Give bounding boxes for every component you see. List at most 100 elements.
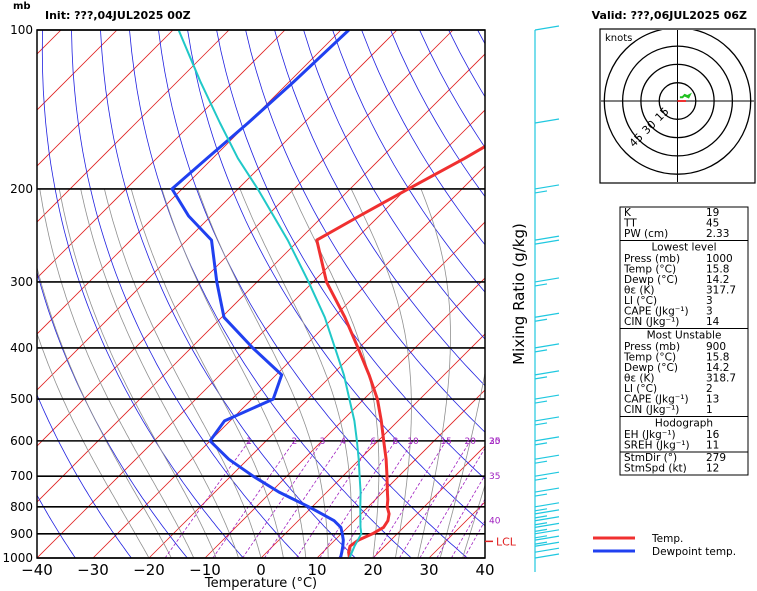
indices-label: CIN (Jkg⁻¹)	[624, 404, 679, 416]
isotherm-line	[148, 221, 485, 558]
wind-barb	[534, 370, 560, 376]
isotherm-line	[204, 277, 485, 558]
isotherm-line	[37, 30, 398, 391]
parcel-line	[177, 30, 363, 558]
dry-adiabat-line	[37, 494, 76, 558]
isotherm-line	[92, 165, 485, 558]
indices-label: TT	[623, 218, 637, 230]
wind-barb-half	[534, 522, 548, 526]
dry-adiabat-line	[187, 30, 485, 527]
pressure-tick-label: 500	[10, 392, 33, 406]
pressure-tick-label: 200	[10, 182, 33, 196]
moist-adiabat-line	[58, 188, 217, 558]
indices-label: LI (°C)	[624, 295, 657, 307]
indices-value: 15.8	[706, 264, 729, 276]
indices-box	[619, 451, 749, 476]
indices-label: SREH (Jkg⁻¹)	[624, 440, 690, 452]
indices-value: 279	[706, 452, 726, 464]
x-axis-label: Temperature (°C)	[204, 576, 317, 591]
wind-barb	[534, 516, 560, 522]
mixing-ratio-label: 6	[370, 437, 376, 447]
indices-label: Press (mb)	[624, 253, 680, 265]
isotherm-line	[37, 109, 485, 558]
indices-value: 15.8	[706, 352, 729, 364]
pressure-tick-label: 600	[10, 434, 33, 448]
mixing-ratio-label: 15	[440, 437, 451, 447]
indices-section-title: Most Unstable	[647, 330, 722, 342]
mixing-ratio-label: 4	[340, 437, 346, 447]
wind-barb	[534, 312, 560, 318]
mixing-ratio-label: 8	[392, 437, 398, 447]
temperature-tick-label: 40	[475, 561, 494, 579]
indices-value: 900	[706, 341, 726, 353]
wind-barb	[534, 522, 560, 528]
indices-value: 13	[706, 394, 719, 406]
temperature-tick-label: −10	[189, 561, 221, 579]
isotherm-line	[37, 30, 174, 167]
mixing-ratio-line	[419, 447, 485, 558]
indices-label: PW (cm)	[624, 228, 668, 240]
indices-label: θε (K)	[624, 285, 655, 297]
dry-adiabat-line	[274, 30, 485, 387]
isotherm-line	[372, 445, 485, 558]
wind-barb-half	[534, 318, 548, 322]
indices-label: K	[624, 207, 632, 219]
temperature-tick-label: 20	[363, 561, 382, 579]
wind-barb	[534, 416, 560, 422]
wind-barb-half	[534, 376, 548, 380]
pressure-tick-label: 700	[10, 469, 33, 483]
dry-adiabat-line	[303, 30, 485, 340]
indices-label: Temp (°C)	[623, 264, 676, 276]
wind-barb	[534, 118, 560, 124]
pressure-tick-label: 1000	[2, 551, 33, 565]
lcl-marker: LCL	[485, 535, 517, 548]
temperature-line	[315, 144, 485, 558]
dry-adiabat-line	[245, 30, 485, 433]
mixing-ratio-label: 10	[407, 437, 419, 447]
indices-value: 2.33	[706, 228, 729, 240]
wind-barb-half	[534, 515, 548, 519]
indices-label: θε (K)	[624, 373, 655, 385]
dry-adiabat-line	[216, 30, 485, 480]
wind-barb	[534, 509, 560, 515]
mixing-ratio-axis-label: Mixing Ratio (g/kg)	[510, 223, 528, 365]
mixing-ratio-label: 3	[320, 437, 326, 447]
moist-adiabat-line	[197, 188, 329, 558]
moist-adiabat-line	[290, 188, 380, 558]
hodograph-units: knots	[605, 33, 632, 44]
isotherm-line	[37, 30, 286, 279]
wind-barb-half	[534, 190, 548, 194]
wind-barb-half	[534, 508, 548, 512]
init-time: Init: ???,04JUL2025 00Z	[45, 9, 191, 22]
temperature-tick-label: −30	[77, 561, 109, 579]
indices-value: 317.7	[706, 285, 736, 297]
indices-value: 19	[706, 207, 719, 219]
mixing-ratio-label: 40	[489, 517, 501, 527]
wind-barb-half	[534, 442, 548, 446]
mixing-ratio-label: 1	[246, 437, 252, 447]
dry-adiabat-line	[71, 30, 300, 558]
indices-label: CAPE (Jkg⁻¹)	[624, 306, 689, 318]
wind-barb	[534, 487, 560, 493]
moist-adiabat-line	[39, 188, 195, 558]
dry-adiabat-line	[332, 30, 485, 293]
pressure-tick-label: 100	[10, 23, 33, 37]
moist-adiabat-line	[80, 188, 239, 558]
wind-barb-half	[534, 460, 548, 464]
indices-value: 14.2	[706, 274, 729, 286]
dewpoint-line	[170, 30, 350, 558]
indices-value: 1	[706, 404, 713, 416]
isotherm-line	[0, 30, 5, 558]
mixing-ratio-label: 25	[489, 437, 500, 447]
wind-barb	[534, 394, 560, 400]
lcl-label: LCL	[496, 535, 517, 548]
indices-value: 3	[706, 295, 713, 307]
mixing-ratio-label: 20	[464, 437, 476, 447]
wind-barb	[534, 535, 560, 541]
wind-barb	[534, 502, 560, 508]
indices-label: CAPE (Jkg⁻¹)	[624, 394, 689, 406]
indices-label: Dewp (°C)	[624, 274, 678, 286]
